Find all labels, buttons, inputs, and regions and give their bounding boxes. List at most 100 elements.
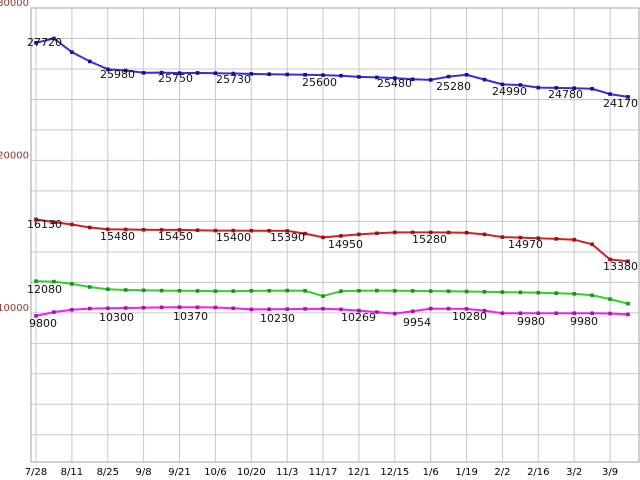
data-label-magenta: 9800 xyxy=(29,317,57,330)
series-marker-red xyxy=(303,231,307,236)
series-marker-magenta xyxy=(518,311,523,315)
series-marker-magenta xyxy=(285,307,289,311)
series-marker-blue xyxy=(231,71,236,76)
series-marker-blue xyxy=(195,71,200,75)
series-marker-magenta xyxy=(267,307,271,311)
series-marker-magenta xyxy=(464,307,469,311)
series-marker-blue xyxy=(321,73,325,77)
series-marker-red xyxy=(536,236,541,240)
series-marker-blue xyxy=(285,72,289,77)
series-marker-green xyxy=(393,289,397,293)
series-marker-red xyxy=(249,228,254,233)
series-marker-green xyxy=(536,290,541,295)
series-marker-red xyxy=(626,259,630,264)
data-label-blue: 25600 xyxy=(302,76,337,89)
series-marker-green xyxy=(428,289,433,293)
data-label-blue: 24170 xyxy=(603,97,638,110)
series-marker-blue xyxy=(339,73,343,78)
x-tick-label: 1/19 xyxy=(455,467,477,478)
x-tick-label: 11/17 xyxy=(309,467,338,478)
series-marker-red xyxy=(159,228,164,232)
data-label-magenta: 10230 xyxy=(260,312,295,325)
x-tick-label: 9/21 xyxy=(168,467,190,478)
series-marker-red xyxy=(464,230,469,235)
series-marker-blue xyxy=(410,77,415,82)
data-label-red: 15400 xyxy=(216,231,251,244)
series-marker-magenta xyxy=(393,311,397,316)
series-marker-red xyxy=(500,235,505,239)
series-line-red xyxy=(35,218,629,263)
series-marker-green xyxy=(267,289,271,293)
series-marker-magenta xyxy=(249,307,254,312)
data-label-blue: 24990 xyxy=(492,85,527,98)
series-marker-green xyxy=(88,285,92,289)
series-marker-magenta xyxy=(34,314,38,318)
series-marker-magenta xyxy=(195,305,200,310)
series-marker-red xyxy=(106,227,110,232)
series-marker-green xyxy=(123,288,128,292)
data-label-blue: 25280 xyxy=(436,80,471,93)
x-tick-label: 3/2 xyxy=(566,467,582,478)
series-marker-red xyxy=(357,232,361,237)
x-tick-label: 12/15 xyxy=(380,467,409,478)
data-label-red: 13380 xyxy=(603,260,638,273)
data-label-magenta: 9980 xyxy=(570,315,598,328)
x-tick-label: 2/2 xyxy=(494,467,510,478)
series-marker-blue xyxy=(375,75,379,80)
x-tick-label: 3/9 xyxy=(602,467,618,478)
data-label-red: 14950 xyxy=(328,238,363,251)
series-marker-magenta xyxy=(608,311,612,316)
data-label-green: 12080 xyxy=(27,283,62,296)
data-label-magenta: 10370 xyxy=(173,310,208,323)
series-marker-magenta xyxy=(70,308,74,312)
series-marker-blue xyxy=(88,59,92,64)
series-marker-blue xyxy=(34,41,38,45)
series-marker-green xyxy=(626,301,630,306)
series-marker-green xyxy=(285,288,289,293)
x-tick-label: 11/3 xyxy=(276,467,298,478)
series-marker-blue xyxy=(446,74,451,79)
series-marker-red xyxy=(375,231,379,236)
series-marker-green xyxy=(554,291,559,295)
series-marker-blue xyxy=(213,71,218,75)
series-marker-magenta xyxy=(500,311,505,315)
series-line-blue xyxy=(35,37,629,98)
series-marker-red xyxy=(213,228,218,233)
series-marker-green xyxy=(52,279,56,284)
data-label-blue: 25750 xyxy=(158,72,193,85)
series-marker-magenta xyxy=(375,310,379,314)
series-marker-blue xyxy=(123,68,128,73)
y-tick-label: 20000 xyxy=(0,150,29,161)
series-marker-blue xyxy=(106,67,110,72)
series-marker-green xyxy=(303,289,307,293)
series-marker-magenta xyxy=(357,308,361,313)
series-marker-green xyxy=(518,290,523,295)
series-marker-blue xyxy=(357,75,361,79)
series-marker-red xyxy=(267,229,271,233)
data-label-blue: 25730 xyxy=(216,73,251,86)
series-marker-magenta xyxy=(572,311,576,315)
series-marker-blue xyxy=(52,36,56,41)
series-marker-green xyxy=(339,289,343,293)
series-marker-blue xyxy=(518,83,523,87)
x-tick-label: 12/1 xyxy=(348,467,370,478)
data-label-blue: 25480 xyxy=(377,77,412,90)
series-marker-magenta xyxy=(321,307,325,311)
series-marker-red xyxy=(554,237,559,241)
series-marker-magenta xyxy=(88,306,92,311)
series-marker-red xyxy=(428,230,433,235)
series-marker-blue xyxy=(267,72,271,76)
series-marker-magenta xyxy=(446,306,451,311)
series-marker-red xyxy=(285,229,289,233)
x-tick-label: 2/16 xyxy=(527,467,549,478)
x-tick-label: 9/8 xyxy=(136,467,152,478)
series-marker-blue xyxy=(428,78,433,82)
series-marker-red xyxy=(482,232,487,237)
series-line-magenta xyxy=(35,306,629,317)
x-tick-label: 10/20 xyxy=(237,467,266,478)
series-marker-magenta xyxy=(428,306,433,311)
series-marker-red xyxy=(70,222,74,227)
series-marker-blue xyxy=(464,73,469,77)
